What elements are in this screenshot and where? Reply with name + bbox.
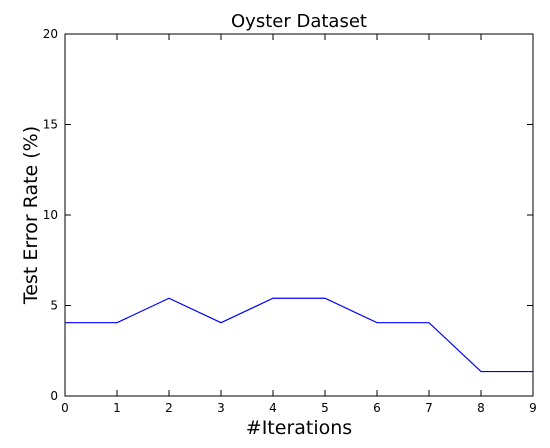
x-axis: 0 1 2 3 4 5 6 7 8 9: [61, 34, 537, 415]
chart-title: Oyster Dataset: [231, 11, 367, 32]
y-tick-label: 20: [43, 27, 58, 41]
x-tick-label: 3: [217, 401, 225, 415]
x-tick-label: 7: [425, 401, 433, 415]
y-axis-title: Test Error Rate (%): [20, 126, 42, 305]
x-tick-label: 5: [321, 401, 329, 415]
x-tick-label: 6: [373, 401, 381, 415]
x-tick-label: 9: [529, 401, 537, 415]
x-tick-label: 2: [165, 401, 173, 415]
x-tick-label: 8: [477, 401, 485, 415]
x-tick-label: 1: [113, 401, 121, 415]
series-line: [65, 297, 533, 373]
y-tick-label: 10: [43, 208, 58, 222]
plot-frame: [64, 33, 534, 397]
y-tick-label: 0: [50, 389, 58, 403]
y-axis: 0 5 10 15 20: [43, 27, 533, 403]
y-tick-label: 5: [50, 299, 58, 313]
x-tick-label: 4: [269, 401, 277, 415]
y-tick-label: 15: [43, 118, 58, 132]
x-tick-label: 0: [61, 401, 69, 415]
x-axis-title: #Iterations: [246, 417, 352, 439]
